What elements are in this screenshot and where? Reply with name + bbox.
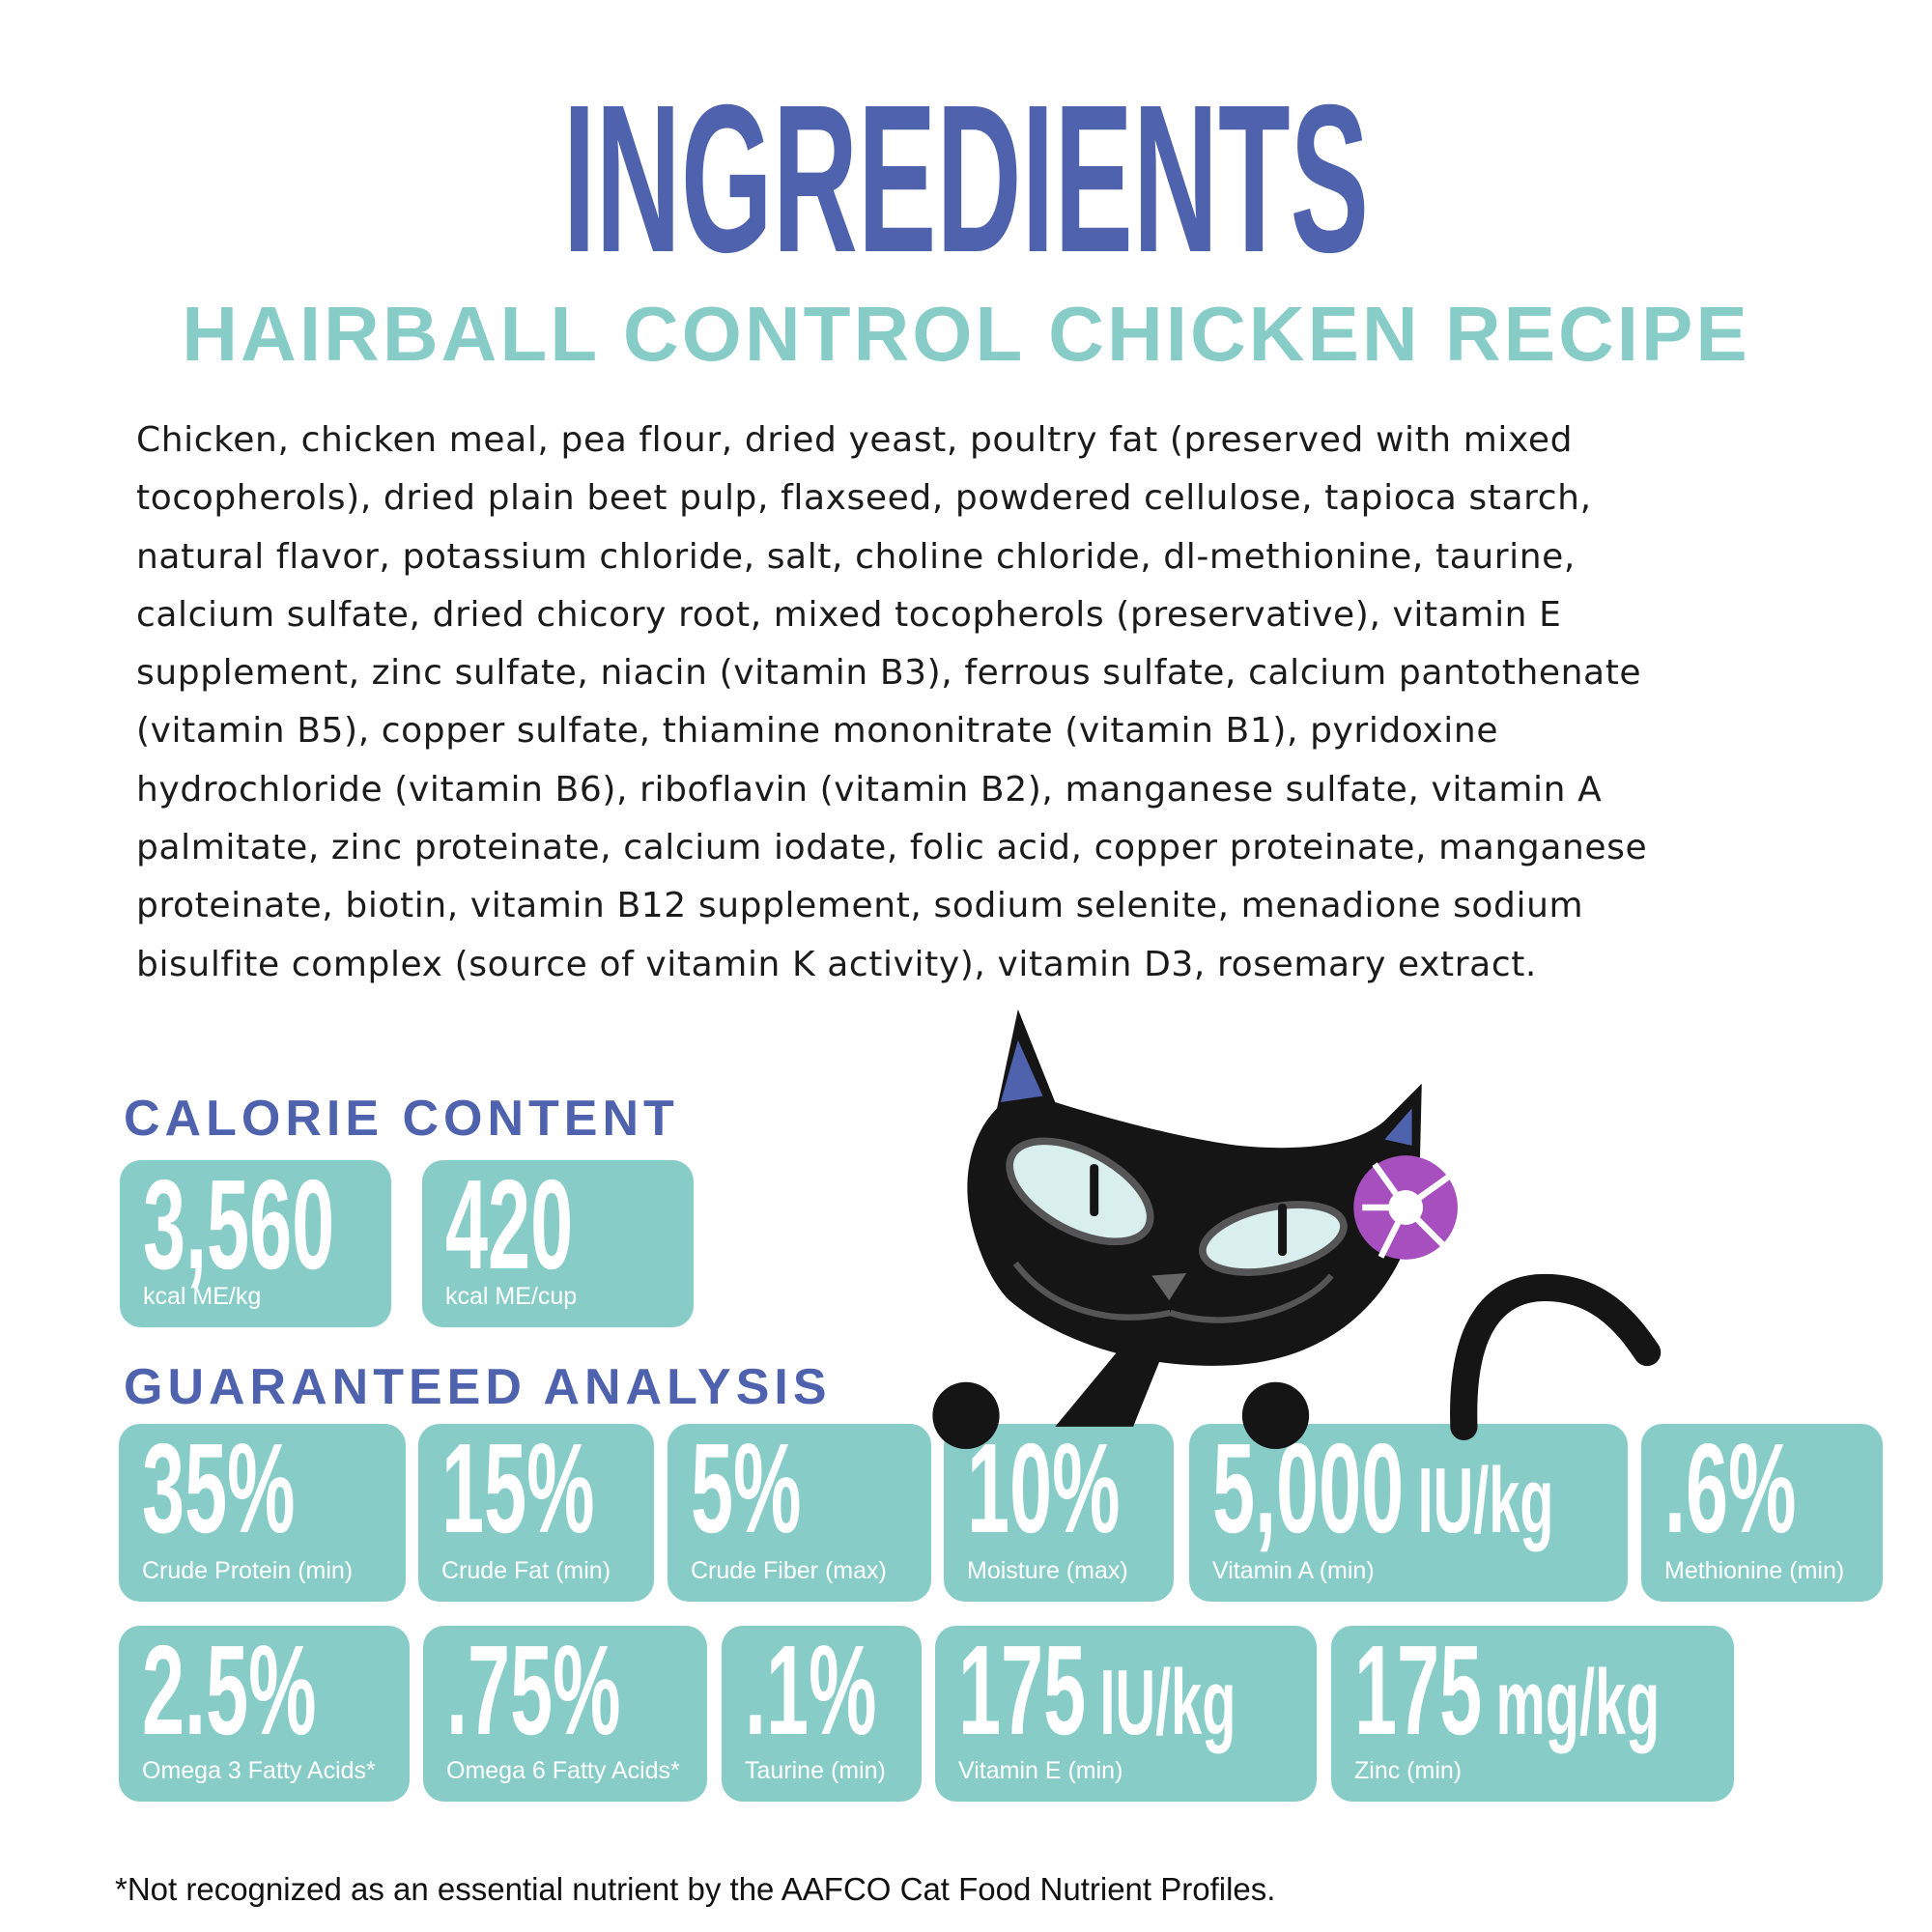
ingredients-line: natural flavor, potassium chloride, salt… <box>136 536 1576 577</box>
cat-left-pupil <box>1090 1164 1099 1216</box>
stat-value: 5,000 IU/kg <box>1212 1425 1553 1553</box>
stat-value: .75% <box>446 1627 621 1754</box>
stat-box: 2.5% Omega 3 Fatty Acids* <box>119 1626 410 1802</box>
stat-unit: mg/kg <box>1495 1651 1661 1754</box>
stat-value: 2.5% <box>142 1627 317 1754</box>
cat-head <box>967 1009 1422 1366</box>
stat-box: .1% Taurine (min) <box>722 1626 922 1802</box>
stat-number: .1% <box>745 1626 877 1761</box>
stat-number: 3,560 <box>143 1160 335 1295</box>
stat-box: 175 IU/kg Vitamin E (min) <box>935 1626 1317 1802</box>
stat-number: 420 <box>445 1160 574 1295</box>
stat-value: .1% <box>745 1627 876 1754</box>
flower-icon <box>1353 1155 1458 1260</box>
cat-left-inner-ear <box>1000 1039 1043 1103</box>
stat-box: 15% Crude Fat (min) <box>418 1424 654 1602</box>
stat-value: 175 IU/kg <box>958 1627 1236 1755</box>
ingredients-line: hydrochloride (vitamin B6), riboflavin (… <box>136 769 1603 810</box>
stat-label: Omega 3 Fatty Acids* <box>142 1757 376 1784</box>
stat-number: 2.5% <box>142 1626 317 1761</box>
cat-tail <box>1450 1273 1662 1441</box>
stat-value: 10% <box>967 1425 1121 1552</box>
stat-number: 35% <box>142 1424 296 1559</box>
guaranteed-analysis-heading: GUARANTEED ANALYSIS <box>124 1359 832 1415</box>
ingredients-line: palmitate, zinc proteinate, calcium ioda… <box>136 828 1648 868</box>
stat-value: 15% <box>441 1425 595 1552</box>
stat-number: .6% <box>1664 1424 1797 1559</box>
stat-label: Crude Fat (min) <box>441 1557 611 1584</box>
cat-right-eye <box>1199 1201 1348 1276</box>
stat-number: 175 <box>958 1626 1087 1761</box>
stat-box: 10% Moisture (max) <box>944 1424 1174 1602</box>
ingredients-line: calcium sulfate, dried chicory root, mix… <box>136 594 1562 635</box>
ingredients-line: Chicken, chicken meal, pea flour, dried … <box>136 420 1574 460</box>
stat-label: Vitamin A (min) <box>1212 1557 1375 1584</box>
ingredients-line: tocopherols), dried plain beet pulp, fla… <box>136 478 1592 519</box>
stat-label: Methionine (min) <box>1664 1557 1845 1584</box>
stat-label: Crude Protein (min) <box>142 1557 354 1584</box>
stat-label: kcal ME/kg <box>143 1283 262 1310</box>
stat-unit: IU/kg <box>1099 1651 1236 1754</box>
stat-value: 3,560 <box>143 1161 334 1289</box>
ingredients-line: (vitamin B5), copper sulfate, thiamine m… <box>136 711 1499 752</box>
stat-box: 3,560 kcal ME/kg <box>120 1160 391 1327</box>
stat-number: 15% <box>441 1424 595 1559</box>
stat-label: kcal ME/cup <box>445 1283 578 1310</box>
page-title: INGREDIENTS <box>0 62 1932 297</box>
cat-right-inner-ear <box>1384 1108 1412 1146</box>
cat-right-pupil <box>1278 1204 1288 1256</box>
ingredients-list: Chicken, chicken meal, pea flour, dried … <box>136 412 1647 994</box>
stat-value: 35% <box>142 1425 296 1552</box>
cat-nose <box>1151 1272 1187 1301</box>
stat-box: .6% Methionine (min) <box>1641 1424 1883 1602</box>
stat-box: 5% Crude Fiber (max) <box>668 1424 931 1602</box>
stat-box: .75% Omega 6 Fatty Acids* <box>423 1626 707 1802</box>
cat-smile <box>1012 1261 1334 1323</box>
stat-label: Zinc (min) <box>1354 1757 1463 1784</box>
stat-number: 10% <box>967 1424 1121 1559</box>
calorie-content-heading: CALORIE CONTENT <box>124 1091 679 1147</box>
stat-value: .6% <box>1664 1425 1796 1552</box>
ingredients-line: supplement, zinc sulfate, niacin (vitami… <box>136 653 1642 694</box>
stat-box: 175 mg/kg Zinc (min) <box>1331 1626 1734 1802</box>
stat-number: 5,000 <box>1212 1424 1405 1559</box>
footnote: *Not recognized as an essential nutrient… <box>115 1871 1276 1907</box>
stat-number: 5% <box>691 1424 802 1559</box>
ingredients-line: bisulfite complex (source of vitamin K a… <box>136 944 1537 984</box>
stat-box: 420 kcal ME/cup <box>422 1160 694 1327</box>
ingredients-line: proteinate, biotin, vitamin B12 suppleme… <box>136 886 1584 926</box>
stat-value: 175 mg/kg <box>1354 1627 1660 1755</box>
stat-label: Vitamin E (min) <box>958 1757 1123 1784</box>
stat-label: Moisture (max) <box>967 1557 1128 1584</box>
stat-unit: IU/kg <box>1417 1449 1554 1552</box>
stat-label: Crude Fiber (max) <box>691 1557 887 1584</box>
page-title-text: INGREDIENTS <box>562 62 1370 297</box>
stat-value: 420 <box>445 1161 573 1289</box>
cat-left-eye <box>1006 1137 1154 1246</box>
stat-box: 5,000 IU/kg Vitamin A (min) <box>1189 1424 1628 1602</box>
stat-box: 35% Crude Protein (min) <box>119 1424 406 1602</box>
cat-neck <box>1055 1347 1165 1427</box>
stat-number: 175 <box>1354 1626 1483 1761</box>
stat-label: Omega 6 Fatty Acids* <box>446 1757 680 1784</box>
stat-label: Taurine (min) <box>745 1757 886 1784</box>
stat-number: .75% <box>446 1626 621 1761</box>
stat-value: 5% <box>691 1425 801 1552</box>
recipe-subtitle: HAIRBALL CONTROL CHICKEN RECIPE <box>182 291 1750 377</box>
